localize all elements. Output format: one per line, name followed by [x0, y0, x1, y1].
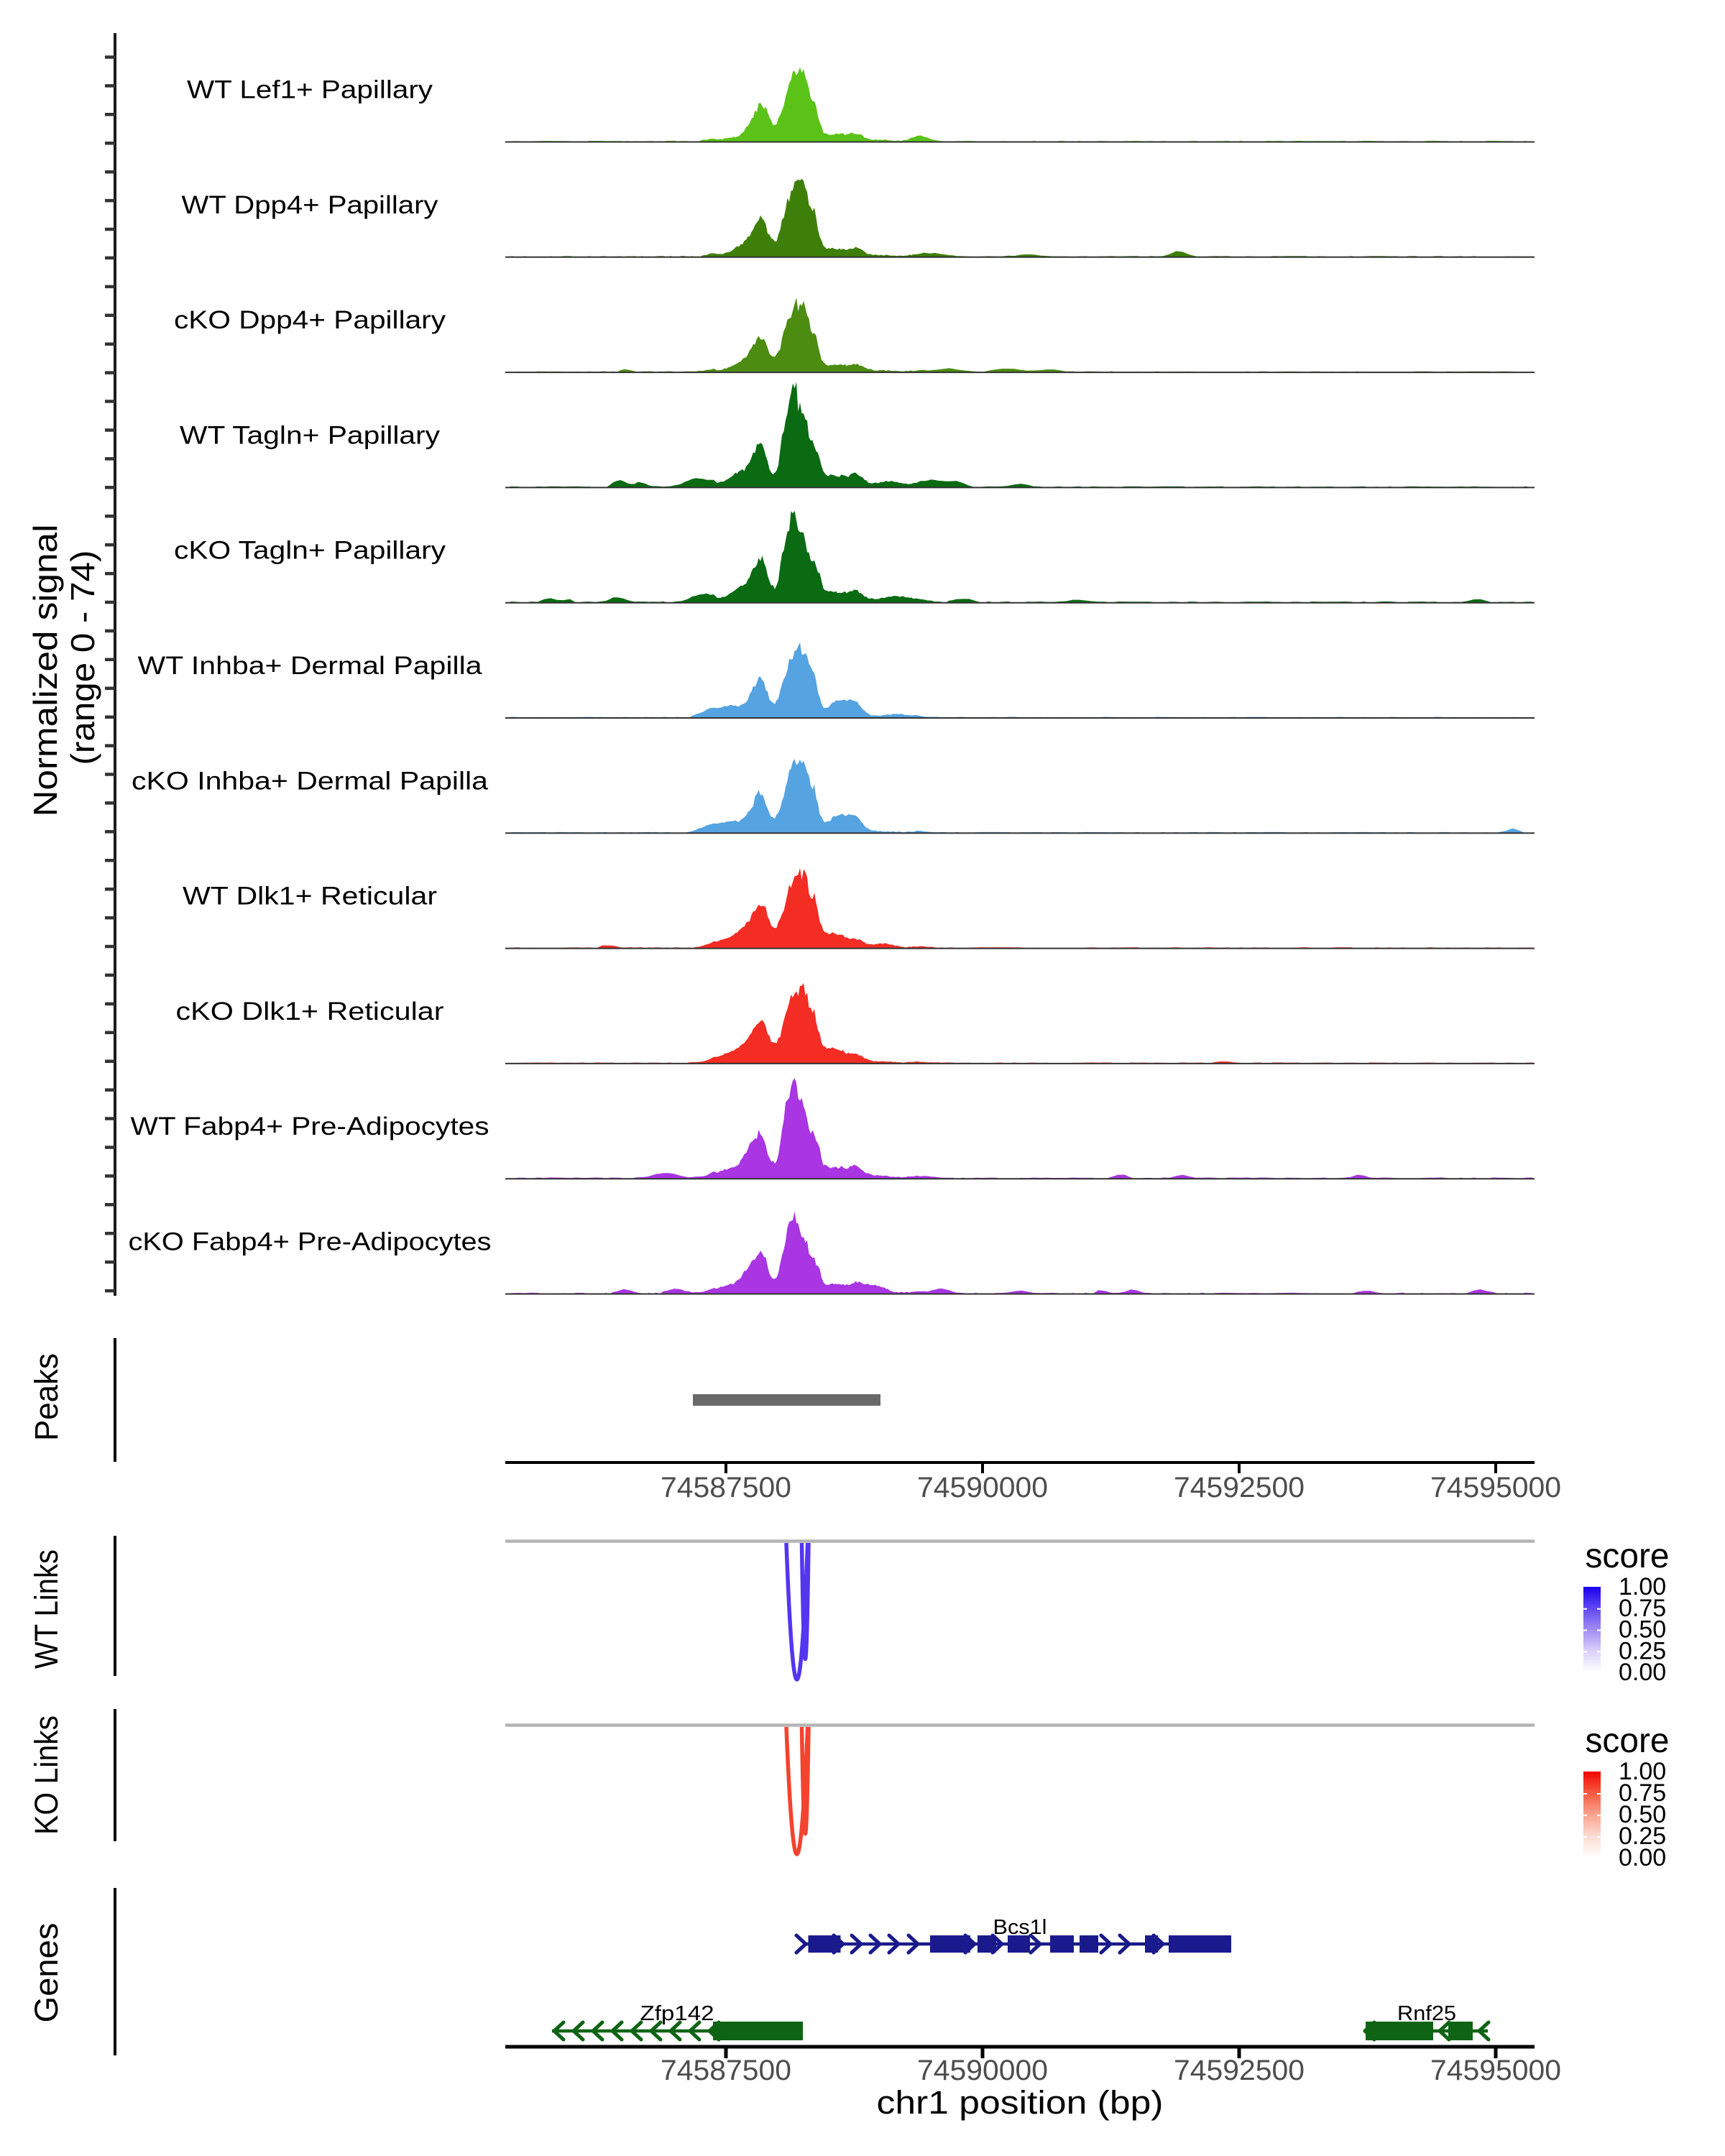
svg-text:0.00: 0.00 — [1619, 1844, 1666, 1871]
svg-text:0.00: 0.00 — [1619, 1659, 1666, 1686]
svg-text:cKO Dpp4+ Papillary: cKO Dpp4+ Papillary — [174, 306, 446, 334]
svg-text:WT Dpp4+ Papillary: WT Dpp4+ Papillary — [182, 191, 439, 219]
svg-text:cKO Inhba+ Dermal Papilla: cKO Inhba+ Dermal Papilla — [132, 767, 489, 795]
svg-text:1.00: 1.00 — [1619, 1573, 1666, 1600]
svg-text:74590000: 74590000 — [917, 2055, 1048, 2086]
svg-text:WT Links: WT Links — [28, 1549, 65, 1669]
svg-text:0.75: 0.75 — [1619, 1779, 1666, 1807]
svg-text:74587500: 74587500 — [661, 1472, 791, 1503]
svg-text:KO Links: KO Links — [28, 1715, 65, 1835]
svg-text:74595000: 74595000 — [1430, 2055, 1561, 2086]
svg-text:74595000: 74595000 — [1430, 1472, 1561, 1503]
svg-text:WT Dlk1+ Reticular: WT Dlk1+ Reticular — [183, 883, 437, 911]
svg-text:WT Tagln+ Papillary: WT Tagln+ Papillary — [180, 421, 441, 449]
svg-text:cKO Dlk1+ Reticular: cKO Dlk1+ Reticular — [176, 998, 444, 1026]
svg-text:Zfp142: Zfp142 — [640, 2002, 714, 2025]
svg-text:chr1 position (bp): chr1 position (bp) — [877, 2084, 1164, 2121]
svg-text:(range 0 - 74): (range 0 - 74) — [64, 550, 101, 765]
svg-text:score: score — [1586, 1537, 1670, 1575]
svg-text:74592500: 74592500 — [1174, 2055, 1305, 2086]
svg-text:0.75: 0.75 — [1619, 1595, 1666, 1622]
svg-text:score: score — [1586, 1722, 1670, 1760]
svg-text:0.50: 0.50 — [1619, 1616, 1666, 1644]
svg-text:WT Lef1+ Papillary: WT Lef1+ Papillary — [187, 76, 433, 104]
svg-text:0.25: 0.25 — [1619, 1637, 1666, 1664]
svg-text:Normalized signal: Normalized signal — [27, 525, 64, 817]
svg-text:74587500: 74587500 — [661, 2055, 791, 2086]
svg-text:74590000: 74590000 — [917, 1472, 1048, 1503]
svg-text:cKO Fabp4+ Pre-Adipocytes: cKO Fabp4+ Pre-Adipocytes — [129, 1228, 492, 1256]
svg-text:Rnf25: Rnf25 — [1397, 2002, 1456, 2025]
svg-text:cKO Tagln+ Papillary: cKO Tagln+ Papillary — [174, 537, 446, 565]
svg-text:0.50: 0.50 — [1619, 1801, 1666, 1828]
svg-text:WT Inhba+ Dermal Papilla: WT Inhba+ Dermal Papilla — [138, 652, 483, 680]
svg-text:0.25: 0.25 — [1619, 1823, 1666, 1850]
svg-text:Peaks: Peaks — [28, 1353, 65, 1441]
svg-text:1.00: 1.00 — [1619, 1758, 1666, 1785]
svg-text:74592500: 74592500 — [1174, 1472, 1305, 1503]
svg-text:Bcs1l: Bcs1l — [993, 1916, 1047, 1939]
svg-text:WT Fabp4+ Pre-Adipocytes: WT Fabp4+ Pre-Adipocytes — [131, 1112, 489, 1141]
svg-text:Genes: Genes — [28, 1923, 65, 2023]
